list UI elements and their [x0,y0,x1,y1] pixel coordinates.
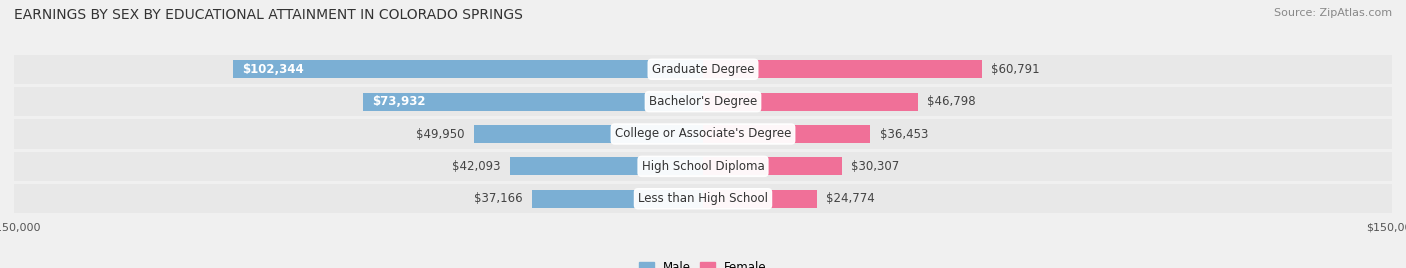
Bar [509,158,703,175]
Text: $49,950: $49,950 [416,128,464,140]
Bar [14,55,1392,84]
Bar [533,190,703,208]
Text: EARNINGS BY SEX BY EDUCATIONAL ATTAINMENT IN COLORADO SPRINGS: EARNINGS BY SEX BY EDUCATIONAL ATTAINMEN… [14,8,523,22]
Bar [703,125,870,143]
Bar [363,93,703,110]
Bar [474,125,703,143]
Bar [14,152,1392,181]
Text: High School Diploma: High School Diploma [641,160,765,173]
Text: $36,453: $36,453 [880,128,928,140]
Text: Source: ZipAtlas.com: Source: ZipAtlas.com [1274,8,1392,18]
Text: $30,307: $30,307 [852,160,900,173]
Text: College or Associate's Degree: College or Associate's Degree [614,128,792,140]
Text: $37,166: $37,166 [474,192,523,205]
Text: Bachelor's Degree: Bachelor's Degree [650,95,756,108]
Text: $42,093: $42,093 [451,160,501,173]
Bar [703,158,842,175]
Bar [14,184,1392,213]
Legend: Male, Female: Male, Female [634,256,772,268]
Bar [14,120,1392,148]
Bar [703,60,983,78]
Text: $60,791: $60,791 [991,63,1040,76]
Text: $102,344: $102,344 [242,63,304,76]
Bar [703,190,817,208]
Text: Graduate Degree: Graduate Degree [652,63,754,76]
Bar [14,87,1392,116]
Text: $73,932: $73,932 [373,95,426,108]
Bar [703,93,918,110]
Text: $24,774: $24,774 [825,192,875,205]
Bar [233,60,703,78]
Text: $46,798: $46,798 [927,95,976,108]
Text: Less than High School: Less than High School [638,192,768,205]
